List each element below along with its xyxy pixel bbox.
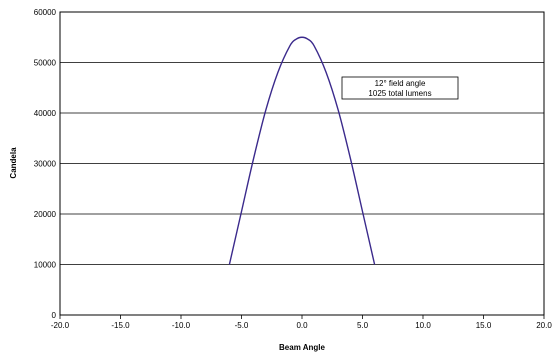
x-tick-marks [59, 315, 545, 319]
candela-curve-line [228, 36, 376, 265]
y-tick-label: 50000 [34, 59, 57, 68]
x-tick-labels: -20.0 -15.0 -10.0 -5.0 0.0 5.0 10.0 15.0 20.0 [51, 321, 552, 330]
x-tick-label: 15.0 [476, 321, 492, 330]
x-tick-label: -5.0 [235, 321, 249, 330]
x-tick-label: -20.0 [51, 321, 70, 330]
annotation-box: 12° field angle 1025 total lumens [341, 76, 459, 100]
y-tick-label: 20000 [34, 210, 57, 219]
y-tick-label: 60000 [34, 8, 57, 17]
x-tick-label: -15.0 [111, 321, 130, 330]
x-tick-label: 0.0 [296, 321, 308, 330]
x-axis-title: Beam Angle [279, 343, 325, 352]
y-tick-label: 10000 [34, 261, 57, 270]
x-tick-label: 20.0 [536, 321, 552, 330]
x-tick-label: 5.0 [357, 321, 369, 330]
annotation-line-1: 12° field angle [375, 79, 426, 88]
annotation-line-2: 1025 total lumens [368, 89, 431, 98]
y-tick-label: 40000 [34, 109, 57, 118]
y-tick-label: 0 [52, 311, 57, 320]
x-tick-label: -10.0 [172, 321, 191, 330]
x-tick-label: 10.0 [415, 321, 431, 330]
y-axis-title: Candela [9, 147, 18, 179]
y-tick-label: 30000 [34, 160, 57, 169]
y-tick-labels: 0 10000 20000 30000 40000 50000 60000 [34, 8, 57, 320]
gridlines [60, 62, 544, 265]
